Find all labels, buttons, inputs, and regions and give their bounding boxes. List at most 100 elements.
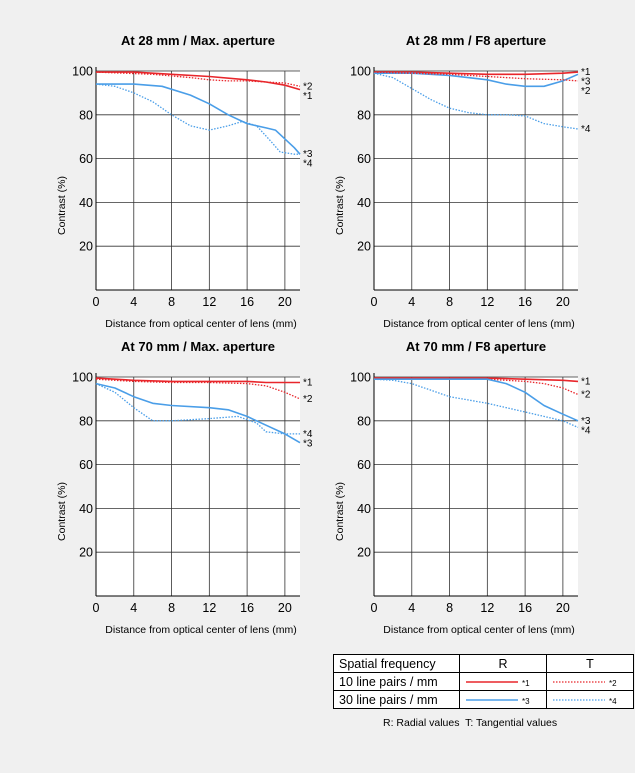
y-axis-label: Contrast (%): [56, 176, 68, 235]
y-tick-label: 100: [72, 371, 93, 385]
mtf-chart-70mm-f8: At 70 mm / F8 aperture 20 40 60 80 100 0 4 8 12 16…: [298, 336, 598, 641]
x-tick-label: 20: [278, 601, 292, 615]
x-tick-label: 16: [518, 601, 532, 615]
y-tick-label: 20: [79, 546, 93, 560]
x-tick-label: 8: [446, 295, 453, 309]
y-tick-label: 60: [357, 152, 371, 166]
x-tick-label: 12: [202, 295, 216, 309]
x-tick-label: 12: [480, 295, 494, 309]
series-line-2: [374, 377, 579, 396]
series-end-label: *4: [581, 124, 591, 135]
series-end-label: *4: [303, 159, 313, 170]
legend-mark-r3: *3: [522, 697, 530, 706]
y-tick-label: 20: [79, 240, 93, 254]
mtf-chart-70mm-max: At 70 mm / Max. aperture 20 40 60 80 100 0 4 8 12…: [20, 336, 320, 641]
series-end-label: *3: [303, 149, 313, 160]
series-end-label: *2: [303, 394, 313, 405]
legend-header-t: T: [546, 654, 634, 673]
series-end-label: *1: [303, 377, 313, 388]
series-line-2: [373, 71, 579, 82]
chart-title: At 70 mm / Max. aperture: [121, 339, 275, 354]
plot-area: [96, 71, 300, 290]
x-tick-label: 0: [371, 295, 378, 309]
legend-swatch-t4: *4: [546, 690, 634, 709]
legend-row-10lp: 10 line pairs / mm: [333, 672, 460, 691]
series-line-4: [373, 378, 579, 428]
series-line-4: [95, 383, 300, 435]
x-axis-label: Distance from optical center of lens (mm…: [383, 318, 574, 330]
series-end-label: *2: [303, 81, 313, 92]
series-line-4: [373, 72, 579, 130]
x-tick-label: 16: [240, 295, 254, 309]
legend-mark-t4: *4: [609, 697, 617, 706]
series-line-2: [95, 378, 301, 400]
x-tick-label: 4: [130, 295, 137, 309]
legend-header-spatial: Spatial frequency: [333, 654, 460, 673]
plot-area: [374, 71, 578, 290]
series-end-label: *3: [581, 77, 591, 88]
series-line-1: [96, 71, 301, 91]
series-end-label: *2: [581, 390, 591, 401]
series-line-1: [374, 377, 579, 383]
y-tick-label: 40: [357, 196, 371, 210]
mtf-chart-28mm-f8: At 28 mm / F8 aperture 20 40 60 80 100 0 4 8 12 16…: [298, 30, 598, 335]
y-tick-label: 80: [79, 414, 93, 428]
y-tick-label: 60: [79, 152, 93, 166]
chart-title: At 28 mm / F8 aperture: [406, 33, 546, 48]
x-tick-label: 8: [446, 601, 453, 615]
x-tick-label: 0: [93, 295, 100, 309]
series-line-3: [374, 72, 579, 88]
y-tick-label: 60: [357, 458, 371, 472]
x-tick-label: 8: [168, 601, 175, 615]
y-axis-label: Contrast (%): [334, 176, 346, 235]
legend-note: R: Radial values T: Tangential values: [383, 717, 558, 729]
x-tick-label: 20: [278, 295, 292, 309]
y-tick-label: 100: [350, 371, 371, 385]
series-end-label: *4: [303, 429, 313, 440]
x-tick-label: 16: [240, 601, 254, 615]
x-tick-label: 4: [130, 601, 137, 615]
plot-area: [96, 377, 300, 596]
series-line-3: [96, 83, 301, 155]
y-tick-label: 40: [79, 196, 93, 210]
series-end-label: *3: [303, 438, 313, 449]
x-tick-label: 12: [480, 601, 494, 615]
chart-title: At 70 mm / F8 aperture: [406, 339, 546, 354]
y-tick-label: 100: [72, 65, 93, 79]
mtf-chart-28mm-max: At 28 mm / Max. aperture 20 40 60 80 100 0 4 8 12…: [20, 30, 320, 335]
series-line-4: [95, 83, 300, 155]
y-tick-label: 20: [357, 546, 371, 560]
y-tick-label: 20: [357, 240, 371, 254]
series-line-3: [374, 378, 579, 422]
y-tick-label: 80: [357, 108, 371, 122]
x-tick-label: 20: [556, 295, 570, 309]
series-line-1: [95, 377, 300, 384]
x-tick-label: 0: [371, 601, 378, 615]
x-tick-label: 4: [408, 295, 415, 309]
x-tick-label: 20: [556, 601, 570, 615]
y-tick-label: 60: [79, 458, 93, 472]
y-tick-label: 40: [79, 502, 93, 516]
series-line-3: [95, 382, 301, 444]
series-end-label: *4: [581, 425, 591, 436]
chart-title: At 28 mm / Max. aperture: [121, 33, 275, 48]
series-end-label: *2: [581, 86, 591, 97]
y-tick-label: 80: [357, 414, 371, 428]
legend-swatch-t2: *2: [546, 672, 634, 691]
x-axis-label: Distance from optical center of lens (mm…: [383, 624, 574, 636]
series-line-1: [374, 71, 579, 76]
legend-mark-r1: *1: [522, 679, 530, 688]
x-tick-label: 4: [408, 601, 415, 615]
y-tick-label: 80: [79, 108, 93, 122]
legend-mark-t2: *2: [609, 679, 617, 688]
y-axis-label: Contrast (%): [334, 482, 346, 541]
series-line-2: [95, 71, 301, 87]
x-tick-label: 8: [168, 295, 175, 309]
legend-swatch-r1: *1: [459, 672, 547, 691]
series-end-label: *1: [581, 376, 591, 387]
x-axis-label: Distance from optical center of lens (mm…: [105, 624, 296, 636]
y-tick-label: 40: [357, 502, 371, 516]
series-end-label: *1: [581, 67, 591, 78]
y-tick-label: 100: [350, 65, 371, 79]
plot-area: [374, 377, 578, 596]
